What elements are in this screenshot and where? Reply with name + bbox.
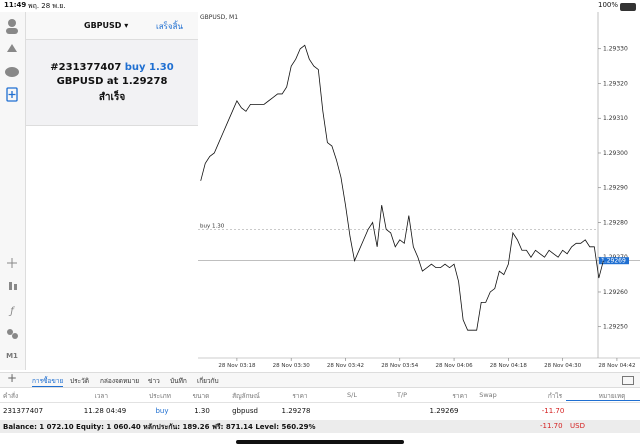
- x-tick-label: 28 Nov 04:30: [544, 363, 582, 369]
- chart-title: GBPUSD, M1: [200, 14, 238, 21]
- header-divider: [0, 402, 640, 403]
- account-icon[interactable]: [8, 19, 16, 27]
- cell-order: 231377407: [3, 407, 44, 415]
- y-tick-label: 1.29310: [603, 115, 628, 122]
- tab-bar: + การซื้อขาย ประวัติ กล่องจดหมาย ข่าว บันทึก…: [0, 371, 640, 388]
- battery-label: 100%: [598, 1, 619, 9]
- cell-price: 1.29278: [281, 407, 311, 415]
- sidebar-icons: ƒ: [5, 19, 19, 339]
- price-line: [200, 44, 604, 331]
- x-tick-label: 28 Nov 03:54: [381, 363, 419, 369]
- trade-icon[interactable]: [6, 87, 18, 102]
- bid-box: [599, 257, 629, 265]
- y-tick-label: 1.29290: [603, 185, 628, 192]
- status-bar: 11:49 พฤ. 28 พ.ย. 100%: [0, 0, 640, 12]
- chart: GBPUSD, M1 1.292501.292601.292701.292801…: [198, 12, 640, 369]
- trade-table: คำสั่ง เวลา ประเภท ขนาด สัญลักษณ์ ราคา S/L T/P ร…: [0, 387, 640, 420]
- symbol-selector[interactable]: GBPUSD ▾: [84, 21, 129, 30]
- order-line-label: buy 1.30: [200, 223, 225, 229]
- column-header: Swap: [479, 391, 497, 399]
- balance-bar: Balance: 1 072.10 Equity: 1 060.40 หลักป…: [0, 420, 640, 433]
- quotes-icon[interactable]: [7, 44, 17, 52]
- sidebar: ƒ M1: [0, 12, 26, 370]
- chat-icon[interactable]: [5, 67, 19, 77]
- cell-symbol: gbpusd: [232, 407, 258, 415]
- tab[interactable]: ข่าว: [148, 377, 160, 385]
- layout-button[interactable]: [622, 376, 634, 385]
- tab[interactable]: ประวัติ: [70, 377, 89, 385]
- tab[interactable]: การซื้อขาย: [32, 377, 64, 387]
- date: พฤ. 28 พ.ย.: [28, 2, 66, 10]
- cell-time: 11.28 04:49: [83, 407, 127, 415]
- chart-type-icon-b: [14, 284, 17, 290]
- x-tick-label: 28 Nov 04:18: [490, 363, 528, 369]
- symbol-at: GBPUSD at: [56, 76, 119, 87]
- column-header: S/L: [347, 391, 357, 399]
- result-status: สำเร็จ: [98, 92, 126, 103]
- result-line-2: GBPUSD at 1.29278: [57, 76, 168, 87]
- column-header: ขนาด: [192, 392, 210, 400]
- x-tick-label: 28 Nov 03:42: [327, 363, 364, 369]
- fill-price: 1.29278: [121, 76, 168, 87]
- result-line-1: #231377407 buy 1.30: [50, 62, 173, 73]
- y-tick-label: 1.29260: [603, 289, 628, 296]
- tab[interactable]: เกี่ยวกับ: [197, 377, 219, 385]
- y-tick-label: 1.29280: [603, 219, 628, 226]
- column-header: ราคา: [292, 392, 308, 400]
- tab[interactable]: กล่องจดหมาย: [100, 377, 140, 385]
- home-indicator: [236, 440, 404, 444]
- clock: 11:49: [4, 1, 27, 9]
- column-header: ประเภท: [149, 392, 171, 400]
- add-button[interactable]: +: [7, 371, 18, 385]
- column-underline: [566, 400, 640, 401]
- action: buy 1.30: [124, 62, 174, 73]
- x-tick-label: 28 Nov 03:30: [273, 363, 311, 369]
- order-panel: GBPUSD ▾ เสร็จสิ้น #231377407 buy 1.30 G…: [26, 12, 199, 126]
- currency: USD: [570, 422, 585, 430]
- crosshair-icon[interactable]: [7, 258, 17, 268]
- x-tick-label: 28 Nov 03:18: [218, 363, 256, 369]
- y-tick-label: 1.29330: [603, 46, 628, 53]
- column-header: เวลา: [94, 392, 108, 400]
- cell-price-current: 1.29269: [429, 407, 459, 415]
- x-tick-label: 28 Nov 04:42: [598, 363, 635, 369]
- total-profit: -11.70: [540, 422, 563, 430]
- column-header: สัญลักษณ์: [232, 392, 260, 400]
- symbol-label: GBPUSD: [84, 21, 122, 30]
- y-tick-label: 1.29320: [603, 80, 628, 87]
- ticket: #231377407: [50, 62, 122, 73]
- y-tick-label: 1.29250: [603, 324, 628, 331]
- battery-icon: [620, 3, 636, 11]
- bid-label: 1.29269: [601, 258, 626, 265]
- column-header: T/P: [396, 391, 408, 399]
- objects-icon-b: [12, 333, 18, 339]
- column-header: ราคา: [452, 392, 468, 400]
- cell-type: buy: [155, 407, 169, 415]
- order-panel-header: [26, 12, 198, 40]
- y-tick-label: 1.29300: [603, 150, 628, 157]
- balance-summary: Balance: 1 072.10 Equity: 1 060.40 หลักป…: [3, 423, 316, 431]
- column-header: กำไร: [547, 392, 563, 400]
- x-tick-label: 28 Nov 04:06: [436, 363, 474, 369]
- column-header: คำสั่ง: [3, 392, 19, 400]
- trade-icon-plus: [8, 91, 16, 98]
- cell-size: 1.30: [194, 407, 210, 415]
- indicator-icon[interactable]: ƒ: [8, 306, 15, 317]
- cell-profit: -11.70: [541, 407, 565, 415]
- chart-type-icon[interactable]: [9, 282, 12, 290]
- chart-bg: [198, 12, 640, 358]
- objects-icon[interactable]: [7, 329, 13, 335]
- timeframe-button[interactable]: M1: [6, 352, 18, 360]
- column-header: หมายเหตุ: [598, 392, 626, 400]
- done-button[interactable]: เสร็จสิ้น: [156, 22, 183, 31]
- account-icon-body: [6, 28, 18, 34]
- tab[interactable]: บันทึก: [170, 377, 187, 385]
